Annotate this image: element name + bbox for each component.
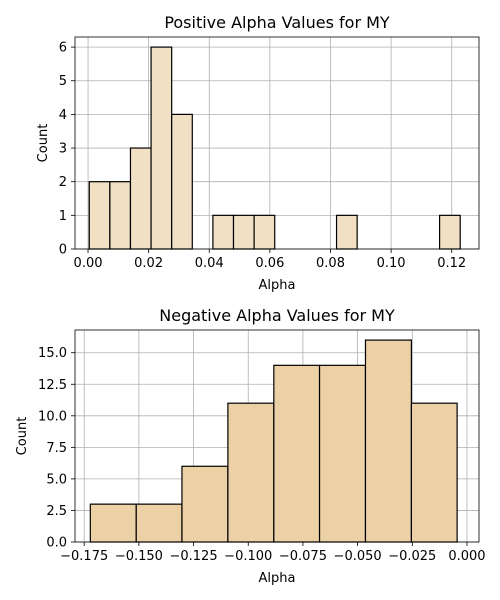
x-axis-label: Alpha <box>259 571 296 586</box>
y-axis-ticks: 0.0 2.5 5.0 7.5 10.0 12.5 15.0 <box>38 346 75 551</box>
histogram-bar <box>171 113 193 250</box>
y-tick-label: 1 <box>59 209 67 224</box>
chart-title: Positive Alpha Values for MY <box>164 13 390 32</box>
negative-alpha-histogram: −0.175 −0.150 −0.125 −0.100 −0.075 −0.050 −0.0… <box>15 306 486 586</box>
histogram-bar <box>129 147 152 250</box>
y-tick-label: 5.0 <box>46 472 67 487</box>
histogram-bar <box>335 214 358 250</box>
y-tick-label: 6 <box>59 41 67 56</box>
y-tick-label: 5 <box>59 74 67 89</box>
y-axis-label: Count <box>36 124 51 163</box>
y-tick-label: 2 <box>59 175 67 190</box>
histogram-bar <box>89 503 137 543</box>
axes-frame <box>74 329 480 543</box>
x-axis-label: Alpha <box>259 278 296 293</box>
x-tick-label: 0.08 <box>316 256 345 271</box>
x-tick-label: 0.00 <box>74 256 103 271</box>
histogram-bar <box>364 339 413 543</box>
axes-frame <box>74 36 480 250</box>
histogram-bar <box>232 214 255 250</box>
histogram-bar <box>253 214 276 250</box>
chart-title: Negative Alpha Values for MY <box>159 306 395 325</box>
bars <box>89 339 458 543</box>
x-axis-ticks: −0.175 −0.150 −0.125 −0.100 −0.075 −0.050 −0.0… <box>60 542 486 564</box>
x-tick-label: −0.175 <box>60 549 108 564</box>
x-tick-label: 0.06 <box>255 256 284 271</box>
positive-alpha-histogram: 0.00 0.02 0.04 0.06 0.08 0.10 0.12 0 1 2 3 4 5 6 Posit… <box>36 13 480 293</box>
histogram-bar <box>212 214 235 250</box>
x-tick-label: 0.12 <box>437 256 466 271</box>
histogram-bar <box>88 181 111 250</box>
y-tick-label: 4 <box>59 108 67 123</box>
y-tick-label: 12.5 <box>38 378 67 393</box>
x-axis-ticks: 0.00 0.02 0.04 0.06 0.08 0.10 0.12 <box>74 249 466 271</box>
x-tick-label: −0.075 <box>279 549 327 564</box>
y-tick-label: 0.0 <box>46 536 67 551</box>
x-tick-label: 0.02 <box>134 256 163 271</box>
y-tick-label: 0 <box>59 243 67 258</box>
x-tick-label: 0.04 <box>195 256 224 271</box>
histogram-bar <box>410 402 458 543</box>
histogram-bar <box>135 503 183 543</box>
x-tick-label: −0.150 <box>115 549 163 564</box>
histogram-bar <box>318 364 367 543</box>
y-tick-label: 15.0 <box>38 346 67 361</box>
y-tick-label: 3 <box>59 142 67 157</box>
y-axis-label: Count <box>15 417 30 456</box>
x-tick-label: −0.050 <box>334 549 382 564</box>
histogram-bar <box>439 214 461 250</box>
x-tick-label: −0.025 <box>388 549 436 564</box>
histogram-bar <box>150 46 173 250</box>
x-tick-label: −0.100 <box>224 549 272 564</box>
y-axis-ticks: 0 1 2 3 4 5 6 <box>59 41 75 258</box>
y-tick-label: 2.5 <box>46 504 67 519</box>
histogram-bar <box>273 364 321 543</box>
y-tick-label: 10.0 <box>38 409 67 424</box>
histogram-bar <box>181 465 229 543</box>
histogram-bar <box>227 402 275 543</box>
x-tick-label: 0.10 <box>377 256 406 271</box>
x-tick-label: −0.125 <box>169 549 217 564</box>
y-tick-label: 7.5 <box>46 441 67 456</box>
x-tick-label: 0.000 <box>448 549 485 564</box>
histogram-bar <box>109 181 132 250</box>
